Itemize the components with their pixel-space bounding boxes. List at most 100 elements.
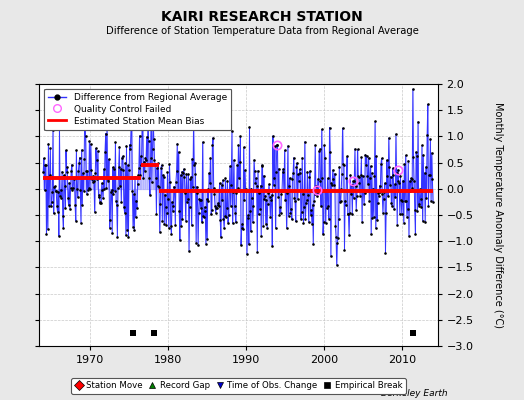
Point	[383, 173, 391, 179]
Point	[54, 233, 63, 239]
Point	[117, 198, 125, 205]
Point	[98, 187, 106, 194]
Point	[299, 191, 307, 198]
Point	[110, 166, 118, 172]
Point	[334, 216, 343, 222]
Point	[351, 146, 359, 152]
Point	[353, 146, 362, 153]
Point	[150, 136, 158, 142]
Text: Difference of Station Temperature Data from Regional Average: Difference of Station Temperature Data f…	[105, 26, 419, 36]
Point	[272, 142, 281, 148]
Point	[403, 213, 411, 220]
Point	[339, 160, 347, 167]
Point	[270, 175, 278, 181]
Point	[302, 197, 311, 204]
Point	[227, 182, 235, 188]
Point	[176, 237, 184, 243]
Point	[215, 202, 223, 209]
Point	[361, 152, 369, 158]
Point	[180, 166, 188, 172]
Point	[293, 196, 302, 202]
Point	[95, 199, 104, 205]
Point	[86, 141, 95, 147]
Point	[375, 192, 383, 199]
Point	[383, 157, 391, 163]
Point	[293, 160, 301, 166]
Point	[105, 225, 114, 231]
Point	[106, 217, 114, 224]
Point	[352, 206, 361, 213]
Point	[208, 207, 216, 214]
Point	[221, 175, 230, 182]
Point	[262, 196, 270, 203]
Point	[393, 221, 401, 228]
Point	[290, 154, 298, 161]
Point	[74, 168, 83, 175]
Point	[406, 178, 414, 184]
Point	[429, 198, 437, 205]
Point	[166, 179, 174, 186]
Point	[387, 173, 395, 180]
Point	[380, 180, 389, 186]
Point	[272, 169, 280, 175]
Point	[355, 174, 363, 180]
Point	[235, 175, 243, 181]
Point	[376, 189, 385, 195]
Point	[332, 234, 340, 240]
Point	[146, 192, 154, 198]
Point	[415, 200, 423, 207]
Point	[277, 191, 286, 198]
Point	[129, 191, 138, 197]
Point	[344, 210, 353, 217]
Point	[118, 153, 127, 160]
Point	[379, 209, 387, 216]
Point	[242, 187, 250, 194]
Point	[140, 168, 149, 174]
Point	[72, 147, 81, 154]
Point	[154, 183, 162, 190]
Point	[278, 188, 286, 194]
Point	[172, 168, 181, 174]
Point	[43, 226, 52, 232]
Point	[190, 162, 199, 168]
Point	[408, 184, 417, 191]
Point	[232, 190, 241, 196]
Point	[75, 154, 84, 161]
Point	[178, 168, 186, 175]
Point	[369, 186, 377, 192]
Point	[78, 202, 86, 208]
Point	[210, 184, 218, 191]
Point	[374, 190, 383, 196]
Point	[102, 185, 111, 192]
Point	[103, 177, 112, 184]
Point	[54, 188, 62, 195]
Point	[248, 219, 257, 226]
Point	[206, 155, 215, 161]
Point	[312, 186, 321, 193]
Point	[334, 234, 342, 241]
Point	[224, 220, 232, 226]
Point	[313, 193, 321, 199]
Point	[51, 183, 59, 190]
Point	[325, 215, 333, 222]
Point	[145, 138, 153, 144]
Point	[253, 248, 261, 255]
Point	[260, 196, 269, 202]
Point	[285, 183, 293, 189]
Point	[125, 166, 133, 173]
Point	[337, 186, 345, 192]
Point	[414, 118, 422, 125]
Point	[51, 188, 60, 194]
Point	[356, 172, 365, 178]
Point	[202, 241, 210, 247]
Point	[79, 170, 87, 176]
Point	[413, 208, 422, 214]
Point	[237, 225, 246, 231]
Point	[189, 184, 197, 190]
Point	[256, 205, 264, 212]
Point	[189, 124, 198, 130]
Point	[310, 198, 318, 204]
Point	[277, 210, 285, 216]
Point	[101, 148, 109, 155]
Point	[209, 134, 217, 141]
